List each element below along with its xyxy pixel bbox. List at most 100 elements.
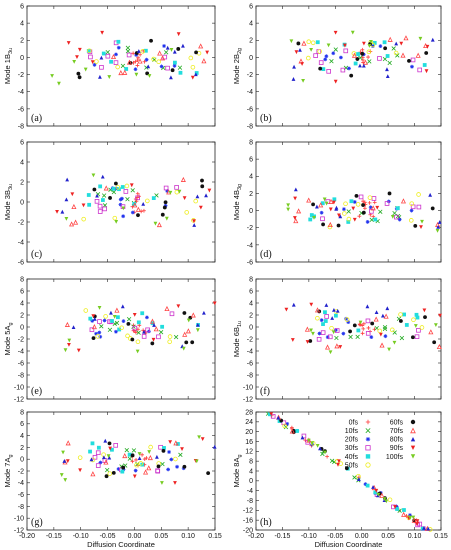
data-point xyxy=(348,334,353,340)
data-point xyxy=(329,458,335,464)
data-point xyxy=(292,216,297,220)
data-point xyxy=(358,63,362,68)
data-point xyxy=(316,336,322,342)
data-point xyxy=(97,305,102,310)
data-point xyxy=(417,67,422,73)
data-point xyxy=(113,443,119,448)
y-tick-label: -20 xyxy=(243,527,253,534)
data-point xyxy=(147,450,152,454)
data-point xyxy=(361,63,366,68)
y-axis-label: Mode 3B3u xyxy=(3,184,14,220)
panel-label: (c) xyxy=(31,249,42,260)
y-tick-label: 0 xyxy=(249,478,253,485)
data-point xyxy=(110,53,117,60)
data-point xyxy=(125,49,131,54)
data-point xyxy=(136,49,141,53)
data-point xyxy=(144,57,149,62)
y-tick-label: -4 xyxy=(247,89,253,96)
plot-frame xyxy=(26,141,216,263)
data-point xyxy=(63,348,68,353)
data-point xyxy=(304,326,310,332)
y-tick-label: -4 xyxy=(18,239,24,246)
data-point xyxy=(91,173,96,178)
data-point xyxy=(172,49,177,54)
data-point xyxy=(135,195,140,201)
data-point xyxy=(308,339,313,343)
legend-label: 90fs xyxy=(390,445,404,452)
data-point xyxy=(150,341,155,346)
data-point xyxy=(195,194,200,199)
data-point xyxy=(410,57,416,63)
data-point xyxy=(317,49,322,54)
data-point xyxy=(184,340,189,345)
data-point xyxy=(286,207,291,212)
data-point xyxy=(352,217,357,222)
y-axis-label: Mode 7Ag xyxy=(3,454,14,487)
data-point xyxy=(168,440,173,444)
data-point xyxy=(306,39,312,45)
data-point xyxy=(415,519,420,524)
panel-c: -6 -4 -2 0 2 4 6 Mode 3B3u (c) xyxy=(3,139,216,266)
data-point xyxy=(130,210,135,215)
data-point xyxy=(176,47,181,51)
data-point xyxy=(202,310,206,315)
x-axis-label: Diffusion Coordinate xyxy=(87,540,155,549)
x-tick-label: -0.10 xyxy=(73,533,89,540)
y-tick-label: -8 xyxy=(18,504,24,511)
data-point xyxy=(370,321,375,326)
data-point xyxy=(129,183,134,188)
y-tick-label: 28 xyxy=(245,409,253,416)
data-point xyxy=(151,196,156,201)
data-point xyxy=(379,492,385,498)
data-point xyxy=(323,57,328,62)
data-point xyxy=(135,191,140,196)
data-point xyxy=(92,62,97,67)
data-point xyxy=(57,81,61,86)
data-point xyxy=(383,46,388,51)
data-point xyxy=(276,415,281,420)
data-point xyxy=(400,198,406,204)
x-tick-label: 0.10 xyxy=(408,533,422,540)
data-point xyxy=(323,310,327,315)
data-point xyxy=(70,192,75,197)
data-point xyxy=(384,499,389,504)
data-point xyxy=(413,324,418,328)
data-point xyxy=(160,55,166,61)
data-point xyxy=(389,327,395,333)
y-tick-label: 2 xyxy=(20,312,24,319)
data-point xyxy=(65,440,71,446)
data-point xyxy=(114,52,118,57)
data-point xyxy=(146,64,151,69)
data-point xyxy=(300,62,304,66)
data-point xyxy=(182,331,188,337)
data-point xyxy=(201,58,207,64)
data-point xyxy=(195,322,200,327)
y-tick-label: -6 xyxy=(247,360,253,367)
data-point xyxy=(270,414,276,419)
data-point xyxy=(92,187,97,192)
data-point xyxy=(163,185,169,191)
panel-g: -12 -10 -8 -6 -4 -2 0 2 4 6 8 -0.20 -0.15 -0.10 -0.05 0… xyxy=(3,409,222,549)
data-point xyxy=(120,196,124,201)
data-point xyxy=(329,325,334,331)
y-tick-label: 8 xyxy=(249,459,253,466)
data-point xyxy=(173,456,178,462)
data-point xyxy=(71,325,76,329)
data-point xyxy=(107,327,113,333)
data-point xyxy=(180,176,186,182)
data-point xyxy=(293,196,298,201)
data-point xyxy=(362,200,367,205)
data-point xyxy=(355,202,361,207)
data-point xyxy=(63,478,68,482)
data-point xyxy=(325,335,330,340)
y-tick-label: 2 xyxy=(249,191,253,198)
data-point xyxy=(296,41,301,46)
data-point xyxy=(289,39,294,44)
data-point xyxy=(151,56,156,62)
data-point xyxy=(146,465,152,471)
data-point xyxy=(413,224,418,228)
data-point xyxy=(410,437,416,442)
data-point xyxy=(269,412,274,417)
data-point xyxy=(167,334,173,339)
data-point xyxy=(142,59,147,64)
